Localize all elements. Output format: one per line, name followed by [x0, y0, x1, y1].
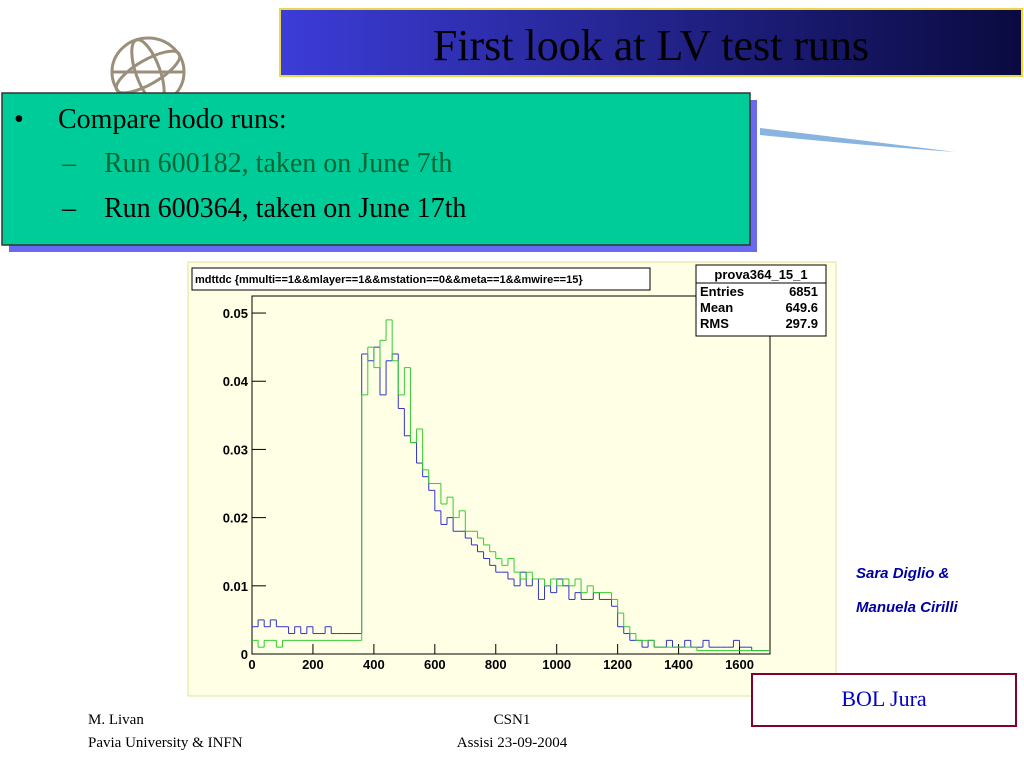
x-tick-label: 1400 [664, 657, 693, 672]
stats-box [695, 264, 827, 337]
x-tick-label: 1000 [542, 657, 571, 672]
hist-title: mdttdc {mmulti==1&&mlayer==1&&mstation==… [195, 274, 583, 286]
footer: M. Livan [88, 712, 144, 728]
footer: Assisi 23-09-2004 [457, 735, 568, 751]
decoration [760, 128, 955, 152]
footer: Pavia University & INFN [88, 735, 243, 751]
x-tick-label: 400 [363, 657, 385, 672]
plot: 0 0.01 0.02 0.03 0.04 0.05 0 200 400 600 800 1000 12… [223, 306, 770, 672]
x-tick-label: 600 [424, 657, 446, 672]
hist-title-box [191, 267, 651, 291]
bullet-marker: – [61, 148, 77, 179]
slide-title: First look at LV test runs [433, 21, 869, 70]
bullet: Run 600364, taken on June 17th [104, 193, 466, 224]
stats-label: Entries [700, 284, 744, 299]
title-box [279, 8, 1023, 77]
stats-label: Mean [700, 300, 733, 315]
stats-value: 6851 [789, 284, 818, 299]
y-tick-label: 0.04 [223, 374, 249, 389]
x-tick-label: 200 [302, 657, 324, 672]
x-tick-label: 0 [248, 657, 255, 672]
y-tick-label: 0.05 [223, 306, 248, 321]
label-box [751, 673, 1017, 727]
author: Manuela Cirilli [856, 599, 959, 616]
plot-frame [251, 295, 771, 655]
stats-value: 297.9 [785, 316, 818, 331]
y-tick-label: 0.03 [223, 442, 248, 457]
x-tick-label: 1600 [725, 657, 754, 672]
y-tick-label: 0 [241, 647, 248, 662]
stats-value: 649.6 [785, 300, 818, 315]
y-tick-label: 0.02 [223, 511, 248, 526]
stats-rows: Entries 6851 Mean 649.6 RMS 297.9 [700, 284, 818, 331]
bullet: Compare hodo runs: [58, 104, 287, 135]
bullet-marker: – [61, 193, 77, 224]
stats-name: prova364_15_1 [714, 267, 807, 282]
x-tick-label: 800 [485, 657, 507, 672]
x-tick-label: 1200 [603, 657, 632, 672]
stats-label: RMS [700, 316, 729, 331]
bullet: Run 600182, taken on June 7th [104, 148, 452, 179]
author: Sara Diglio & [856, 565, 949, 582]
footer: CSN1 [494, 712, 531, 728]
box-label: BOL Jura [841, 686, 927, 711]
bullet-box [1, 92, 751, 246]
y-tick-label: 0.01 [223, 579, 248, 594]
bullet-marker: • [14, 104, 24, 135]
